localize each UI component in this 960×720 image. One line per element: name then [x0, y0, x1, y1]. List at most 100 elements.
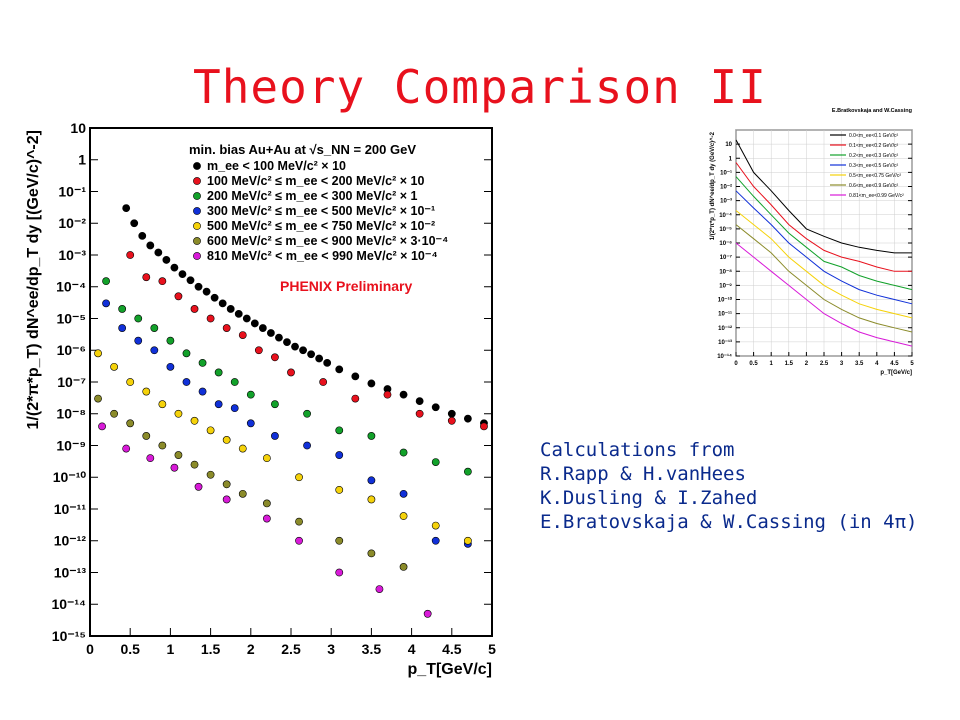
legend-label: 200 MeV/c² ≤ m_ee < 300 MeV/c² × 1	[207, 189, 418, 203]
legend-marker	[193, 177, 201, 185]
x-tick-label: 1	[167, 641, 175, 657]
data-point	[246, 419, 255, 428]
series-line	[735, 210, 913, 319]
x-tick-label: 1	[770, 361, 774, 367]
data-point	[319, 378, 328, 386]
data-point	[182, 378, 191, 386]
data-point	[287, 368, 295, 377]
x-tick-label: 1.5	[201, 641, 221, 657]
data-point	[367, 432, 376, 440]
y-tick-label: 10⁻⁶	[57, 342, 86, 358]
y-tick-label: 10⁻⁷	[57, 374, 86, 390]
inset-legend-label: 0.5<m_ee<0.75 GeV/c²	[849, 173, 901, 179]
series-line	[735, 139, 912, 254]
y-tick-label: 10⁻⁵	[719, 227, 732, 233]
data-point	[118, 305, 127, 313]
data-point	[480, 422, 488, 431]
series-line	[735, 190, 913, 305]
legend-marker	[193, 207, 201, 215]
y-tick-label: 10⁻⁴	[719, 213, 732, 219]
data-point	[266, 329, 275, 337]
data-point	[162, 256, 171, 264]
y-tick-label: 10⁻²	[720, 184, 732, 191]
data-point	[315, 354, 324, 363]
data-point	[130, 219, 139, 228]
legend-marker	[193, 162, 201, 170]
data-point	[94, 394, 102, 403]
data-point	[122, 204, 131, 213]
x-axis-title: p_T[GeV/c]	[880, 370, 912, 376]
data-point	[234, 309, 243, 318]
data-point	[238, 444, 247, 453]
y-axis-title: 1/(2*π*p_T) dN^ee/dp_T dy (GeV/c)^-2	[710, 131, 716, 240]
y-tick-label: 10⁻¹¹	[54, 501, 87, 517]
data-point	[262, 499, 271, 508]
slide-title: Theory Comparison II	[193, 60, 767, 114]
data-point	[367, 549, 376, 558]
data-point	[262, 454, 271, 463]
y-tick-label: 10⁻¹	[720, 169, 732, 176]
data-point	[166, 362, 175, 371]
data-point	[142, 432, 151, 440]
data-point	[335, 451, 344, 459]
data-point	[222, 480, 231, 489]
data-point	[158, 400, 167, 409]
x-tick-label: 2.5	[820, 361, 829, 367]
data-point	[303, 441, 311, 450]
data-point	[110, 362, 119, 371]
data-point	[238, 331, 247, 340]
data-point	[238, 489, 247, 498]
data-point	[431, 458, 440, 467]
data-point	[271, 353, 279, 362]
data-point	[242, 314, 251, 323]
credits-line: K.Dusling & I.Zahed	[540, 487, 758, 509]
legend-label: m_ee < 100 MeV/c² × 10	[207, 159, 346, 173]
data-point	[262, 514, 271, 523]
x-tick-label: 3	[327, 641, 335, 657]
inset-legend-label: 0.2<m_ee<0.3 GeV/c²	[849, 153, 899, 159]
data-point	[271, 432, 279, 440]
data-point	[399, 489, 408, 498]
legend-marker	[193, 222, 201, 230]
x-tick-label: 2	[805, 361, 809, 367]
legend-label: 810 MeV/c² < m_ee < 990 MeV/c² × 10⁻⁴	[207, 249, 438, 263]
y-tick-label: 10⁻¹²	[718, 325, 732, 332]
data-point	[323, 358, 332, 367]
data-point	[299, 346, 307, 355]
x-axis-title: p_T[GeV/c]	[408, 661, 492, 678]
x-tick-label: 0	[734, 361, 738, 367]
data-point	[335, 568, 344, 577]
y-tick-label: 10⁻³	[58, 247, 86, 263]
credits-line: R.Rapp & H.vanHees	[540, 463, 746, 485]
data-point	[174, 292, 183, 301]
x-tick-label: 0	[86, 641, 94, 657]
data-point	[166, 336, 175, 345]
data-point	[198, 387, 207, 396]
data-point	[158, 277, 167, 286]
data-point	[230, 404, 239, 413]
data-point	[375, 585, 384, 594]
data-point	[214, 368, 223, 377]
data-point	[142, 273, 151, 282]
data-point	[303, 409, 311, 418]
y-axis-title: 1/(2*π*p_T) dN^ee/dp_T dy [(GeV/c)^-2]	[25, 130, 42, 429]
data-point	[170, 263, 179, 272]
series-line	[735, 224, 913, 333]
y-tick-label: 10⁻¹⁰	[53, 469, 87, 485]
y-tick-label: 1	[729, 156, 733, 162]
data-point	[218, 299, 227, 308]
x-tick-label: 0.5	[120, 641, 140, 657]
inset-legend-label: 0.1<m_ee<0.2 GeV/c²	[849, 143, 899, 149]
credits-line: E.Bratovskaja & W.Cassing (in 4π)	[540, 511, 918, 533]
x-tick-label: 4.5	[442, 641, 462, 657]
x-tick-label: 5	[488, 641, 496, 657]
data-point	[295, 536, 303, 545]
legend-label: 600 MeV/c² ≤ m_ee < 900 MeV/c² × 3·10⁻⁴	[207, 234, 448, 248]
phenix-preliminary-label: PHENIX Preliminary	[280, 278, 412, 294]
plot-frame	[89, 127, 493, 637]
data-point	[275, 333, 283, 342]
data-point	[258, 324, 267, 332]
data-point	[415, 409, 424, 418]
y-tick-label: 10⁻¹³	[54, 564, 87, 580]
y-tick-label: 1	[78, 152, 86, 168]
